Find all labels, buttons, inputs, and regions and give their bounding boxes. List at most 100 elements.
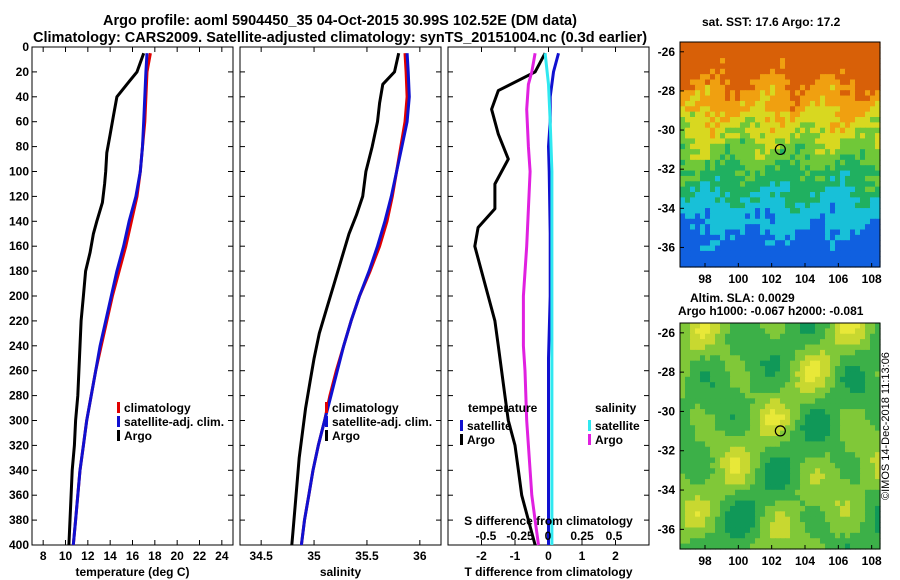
sla-map-cell <box>815 339 821 346</box>
sla-map-cell <box>830 505 836 512</box>
sst-map-cell <box>760 95 766 102</box>
sst-map-cell <box>700 245 706 252</box>
sla-map-cell <box>700 473 706 480</box>
sst-map-cell <box>870 122 876 129</box>
sst-map-cell <box>815 122 821 129</box>
sla-map-cell <box>685 403 691 410</box>
sla-map-cell <box>680 382 686 389</box>
sla-map-cell <box>785 344 791 351</box>
sla-map-cell <box>705 516 711 523</box>
sst-map-cell <box>790 122 796 129</box>
sla-map-cell <box>735 414 741 421</box>
sst-map-cell <box>725 95 731 102</box>
sst-map-cell <box>815 240 821 247</box>
sla-map-cell <box>860 511 866 518</box>
sla-map-cell <box>765 419 771 426</box>
sst-map-cell <box>830 127 836 134</box>
sla-map-cell <box>860 522 866 529</box>
sla-map-cell <box>850 511 856 518</box>
sla-map-cell <box>785 500 791 507</box>
sla-map-cell <box>805 473 811 480</box>
sla-map-cell <box>840 349 846 356</box>
sst-map-cell <box>750 245 756 252</box>
sla-map-xtick-label: 104 <box>795 554 815 568</box>
sst-map-cell <box>800 90 806 97</box>
sst-map-cell <box>800 74 806 81</box>
sla-map-cell <box>795 382 801 389</box>
sla-map-cell <box>755 500 761 507</box>
sst-map-cell <box>855 208 861 215</box>
sst-map-cell <box>760 79 766 86</box>
sst-map-cell <box>760 74 766 81</box>
sla-map-cell <box>720 468 726 475</box>
sla-map-cell <box>850 425 856 432</box>
sla-map-cell <box>865 522 871 529</box>
sst-map-cell <box>710 250 716 257</box>
sla-map-cell <box>710 457 716 464</box>
sst-map-cell <box>815 127 821 134</box>
diff-legend-swatch <box>460 420 463 431</box>
sst-map-cell <box>730 202 736 209</box>
sla-map-cell <box>780 446 786 453</box>
sla-map-cell <box>855 419 861 426</box>
sla-map-cell <box>770 360 776 367</box>
sla-map-cell <box>760 522 766 529</box>
depth-tick-label: 140 <box>9 214 29 228</box>
sst-map-cell <box>770 202 776 209</box>
sst-map-cell <box>750 149 756 156</box>
sst-map-cell <box>825 256 831 263</box>
sla-map-cell <box>685 414 691 421</box>
sla-map-cell <box>680 489 686 496</box>
sla-map-cell <box>785 516 791 523</box>
sst-map-cell <box>785 100 791 107</box>
sst-map-cell <box>775 165 781 172</box>
sla-map-cell <box>810 468 816 475</box>
sla-map-cell <box>805 382 811 389</box>
sla-map-cell <box>720 398 726 405</box>
sst-map-cell <box>865 256 871 263</box>
sla-map-cell <box>690 414 696 421</box>
sst-map-cell <box>775 127 781 134</box>
sst-map-cell <box>735 52 741 59</box>
sla-map-cell <box>730 436 736 442</box>
sst-map-cell <box>725 47 731 54</box>
sla-map-cell <box>695 479 701 486</box>
sla-map-cell <box>695 441 701 448</box>
sla-map-cell <box>785 425 791 432</box>
depth-tick-label: 0 <box>22 40 29 54</box>
sla-map-cell <box>685 371 691 378</box>
sst-map-cell <box>755 74 761 81</box>
sst-map-cell <box>690 90 696 97</box>
sla-map-cell <box>725 349 731 356</box>
sla-map-cell <box>730 516 736 523</box>
sst-map-cell <box>875 256 881 263</box>
sla-map-cell <box>705 371 711 378</box>
sst-map-cell <box>825 111 831 118</box>
sst-map-cell <box>735 117 741 123</box>
sst-map-cell <box>795 90 801 97</box>
sla-map-cell <box>840 516 846 523</box>
sst-map-cell <box>690 213 696 220</box>
sst-map-cell <box>815 84 821 91</box>
sla-map-cell <box>795 479 801 486</box>
sla-map-cell <box>685 441 691 448</box>
sst-map-cell <box>815 250 821 257</box>
sst-map-cell <box>720 234 726 241</box>
sla-map-cell <box>765 403 771 410</box>
sst-map-cell <box>740 127 746 134</box>
sst-map-cell <box>745 149 751 156</box>
sla-map-cell <box>825 333 831 340</box>
sst-map-cell <box>720 52 726 59</box>
sst-map-cell <box>755 192 761 198</box>
sla-map-cell <box>830 532 836 539</box>
sst-map-cell <box>840 240 846 247</box>
sst-map-cell <box>860 224 866 231</box>
sst-map-cell <box>715 149 721 156</box>
sst-map-cell <box>875 234 881 241</box>
sla-map-cell <box>810 366 816 373</box>
sst-map-cell <box>745 175 751 182</box>
depth-tick-label: 100 <box>9 165 29 179</box>
sst-map-cell <box>750 250 756 257</box>
sst-map-cell <box>800 127 806 134</box>
sla-map-cell <box>740 479 746 486</box>
